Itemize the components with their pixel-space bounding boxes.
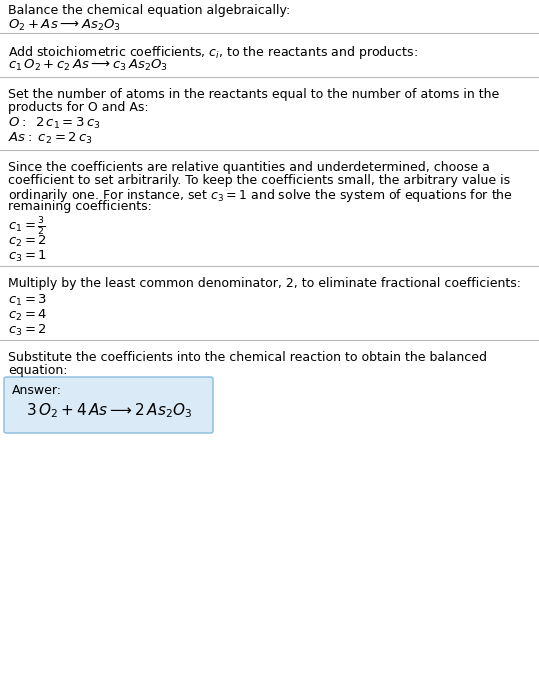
- Text: $O_2 + As \longrightarrow As_2O_3$: $O_2 + As \longrightarrow As_2O_3$: [8, 18, 121, 33]
- Text: $c_1\, O_2 + c_2\, As \longrightarrow c_3\, As_2O_3$: $c_1\, O_2 + c_2\, As \longrightarrow c_…: [8, 58, 168, 73]
- Text: Answer:: Answer:: [12, 384, 62, 397]
- Text: coefficient to set arbitrarily. To keep the coefficients small, the arbitrary va: coefficient to set arbitrarily. To keep …: [8, 174, 510, 187]
- Text: Substitute the coefficients into the chemical reaction to obtain the balanced: Substitute the coefficients into the che…: [8, 351, 487, 364]
- Text: remaining coefficients:: remaining coefficients:: [8, 200, 152, 213]
- Text: $As:\; c_2 = 2\,c_3$: $As:\; c_2 = 2\,c_3$: [8, 131, 93, 146]
- Text: Add stoichiometric coefficients, $c_i$, to the reactants and products:: Add stoichiometric coefficients, $c_i$, …: [8, 44, 418, 61]
- Text: $c_3 = 1$: $c_3 = 1$: [8, 249, 47, 264]
- Text: equation:: equation:: [8, 364, 67, 377]
- Text: $c_2 = 4$: $c_2 = 4$: [8, 308, 47, 323]
- Text: $O:\;\; 2\,c_1 = 3\,c_3$: $O:\;\; 2\,c_1 = 3\,c_3$: [8, 116, 101, 131]
- Text: Set the number of atoms in the reactants equal to the number of atoms in the: Set the number of atoms in the reactants…: [8, 88, 499, 101]
- Text: $c_1 = 3$: $c_1 = 3$: [8, 293, 47, 308]
- Text: ordinarily one. For instance, set $c_3 = 1$ and solve the system of equations fo: ordinarily one. For instance, set $c_3 =…: [8, 187, 513, 204]
- Text: $3\, O_2 + 4\, As \longrightarrow 2\, As_2O_3$: $3\, O_2 + 4\, As \longrightarrow 2\, As…: [26, 401, 192, 420]
- Text: $c_1 = \frac{3}{2}$: $c_1 = \frac{3}{2}$: [8, 216, 46, 238]
- Text: Balance the chemical equation algebraically:: Balance the chemical equation algebraica…: [8, 4, 290, 17]
- Text: products for O and As:: products for O and As:: [8, 101, 149, 114]
- FancyBboxPatch shape: [4, 377, 213, 433]
- Text: $c_2 = 2$: $c_2 = 2$: [8, 234, 47, 249]
- Text: $c_3 = 2$: $c_3 = 2$: [8, 323, 47, 338]
- Text: Since the coefficients are relative quantities and underdetermined, choose a: Since the coefficients are relative quan…: [8, 161, 490, 174]
- Text: Multiply by the least common denominator, 2, to eliminate fractional coefficient: Multiply by the least common denominator…: [8, 277, 521, 290]
